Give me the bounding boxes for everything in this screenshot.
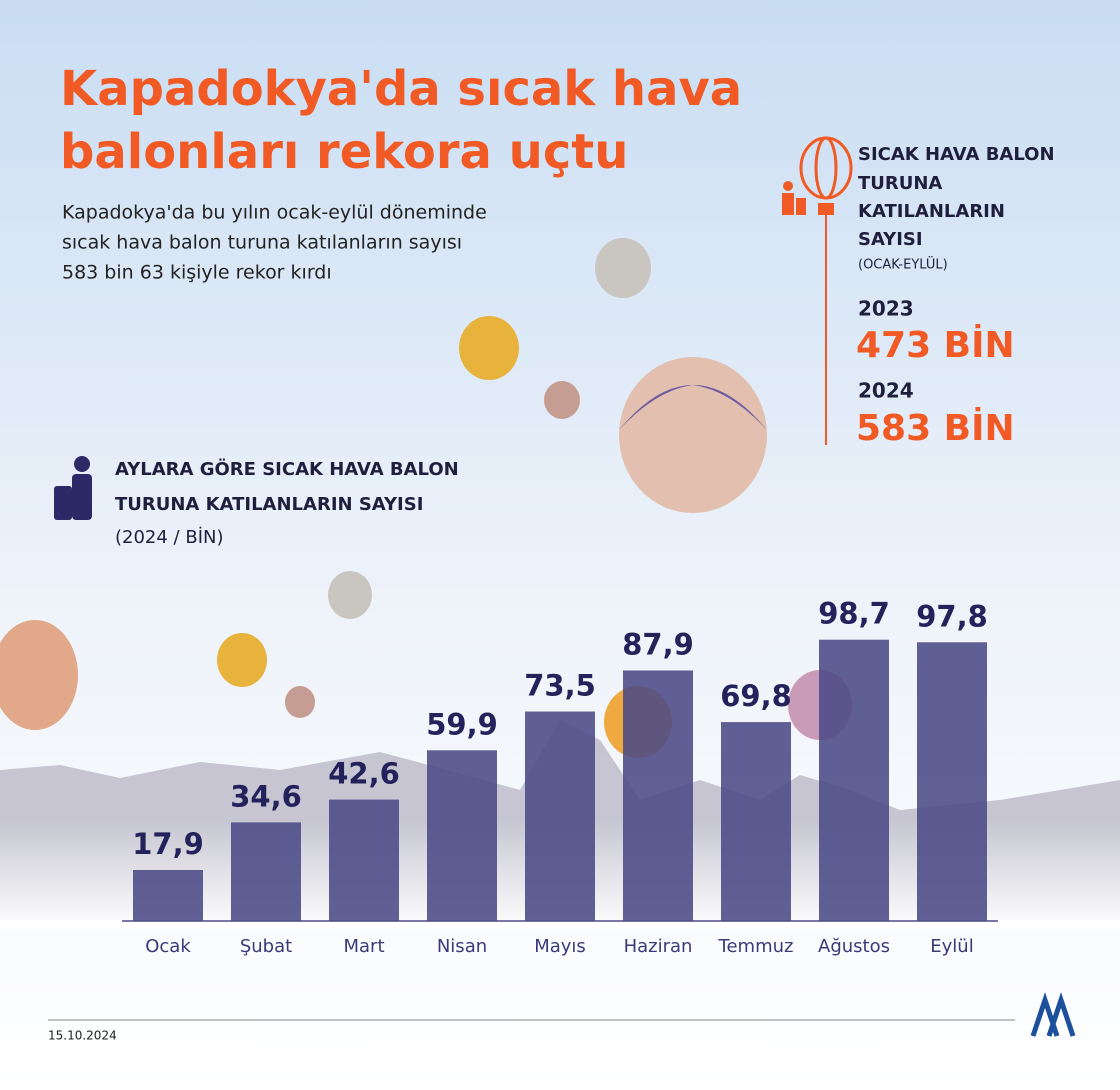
summary-value: 473 BİN — [856, 324, 1015, 366]
x-tick-label: Şubat — [240, 936, 292, 957]
title: Kapadokya'da sıcak hava — [60, 61, 742, 117]
value-label: 97,8 — [916, 599, 988, 633]
person-icon — [54, 456, 92, 520]
bar — [231, 822, 301, 921]
x-tick-label: Ağustos — [818, 936, 890, 957]
x-tick-label: Eylül — [930, 936, 973, 957]
bar — [721, 722, 791, 921]
summary-value: 583 BİN — [856, 407, 1015, 449]
subtitle: 583 bin 63 kişiyle rekor kırdı — [62, 262, 332, 284]
x-tick-label: Mayıs — [534, 936, 586, 957]
x-tick-label: Ocak — [145, 936, 191, 957]
value-label: 59,9 — [426, 707, 498, 741]
title: balonları rekora uçtu — [60, 124, 628, 180]
value-label: 34,6 — [230, 779, 302, 813]
year: 2024 — [858, 379, 914, 403]
bar — [525, 711, 595, 921]
x-tick-label: Temmuz — [718, 936, 794, 957]
chart-title: AYLARA GÖRE SICAK HAVA BALON — [115, 458, 459, 480]
value-label: 17,9 — [132, 827, 204, 861]
x-tick-label: Mart — [343, 936, 384, 957]
chart-title: TURUNA KATILANLARIN SAYISI — [115, 494, 423, 515]
plot: 17,9 Ocak 34,6 Şubat 42,6 Mart 59,9 Nisan 73,5 Ma… — [132, 597, 988, 957]
chart-subtitle: (2024 / BİN) — [115, 527, 223, 548]
summary-title: SAYISI — [858, 229, 923, 250]
balloon-icon — [782, 136, 853, 215]
date: 15.10.2024 — [48, 1029, 117, 1043]
bar — [917, 642, 987, 921]
summary-title: TURUNA — [858, 173, 942, 194]
x-tick-label: Nisan — [437, 936, 487, 957]
value-label: 42,6 — [328, 757, 400, 791]
x-tick-label: Haziran — [624, 936, 693, 957]
year: 2023 — [858, 297, 914, 321]
value-label: 87,9 — [622, 627, 694, 661]
subtitle: Kapadokya'da bu yılın ocak-eylül dönemin… — [62, 202, 487, 224]
logo — [1030, 992, 1076, 1037]
value-label: 98,7 — [818, 597, 890, 631]
bar — [623, 670, 693, 921]
summary-title: SICAK HAVA BALON — [858, 144, 1055, 165]
bar — [133, 869, 203, 921]
summary-period: (OCAK-EYLÜL) — [858, 256, 948, 273]
value-label: 69,8 — [720, 679, 792, 713]
value-label: 73,5 — [524, 669, 596, 703]
summary-title: KATILANLARIN — [858, 201, 1005, 222]
subtitle: sıcak hava balon turuna katılanların say… — [62, 232, 462, 254]
bar — [819, 639, 889, 921]
bar — [427, 750, 497, 921]
bar — [329, 799, 399, 921]
